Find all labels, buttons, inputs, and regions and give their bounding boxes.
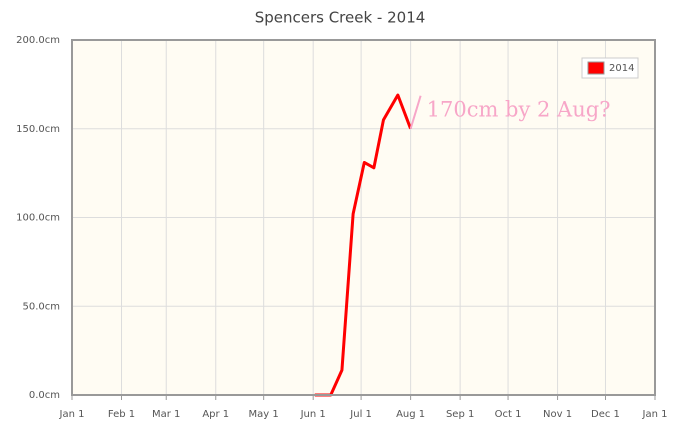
plot-border [71, 39, 656, 396]
y-tick-label: 50.0cm [22, 301, 60, 312]
x-tick-label: Apr 1 [202, 409, 229, 420]
annotation: 170cm by 2 Aug? [427, 97, 611, 121]
x-tick-label: Oct 1 [495, 409, 522, 420]
line-series [314, 93, 413, 397]
x-tick-label: Mar 1 [152, 409, 180, 420]
x-tick-label: Jan 1 [59, 409, 85, 420]
chart-title: Spencers Creek - 2014 [255, 9, 426, 27]
annotation-stroke [409, 95, 422, 130]
x-tick-label: Nov 1 [543, 409, 572, 420]
y-tick-label: 0.0cm [29, 390, 60, 401]
x-tick-label: Jan 1 [642, 409, 668, 420]
x-tick-label: Jul 1 [349, 409, 372, 420]
x-tick-label: Dec 1 [591, 409, 620, 420]
x-tick-label: Jun 1 [300, 409, 326, 420]
legend-swatch [587, 61, 605, 75]
y-tick-label: 150.0cm [16, 124, 60, 135]
y-tick-label: 100.0cm [16, 213, 60, 224]
x-tick-label: Sep 1 [446, 409, 474, 420]
y-tick-label: 200.0cm [16, 35, 60, 46]
grid [71, 39, 656, 396]
x-tick-label: Feb 1 [108, 409, 135, 420]
marks [314, 93, 413, 397]
x-tick-label: Aug 1 [396, 409, 425, 420]
x-tick-label: May 1 [249, 409, 279, 420]
legend-label: 2014 [609, 63, 634, 74]
